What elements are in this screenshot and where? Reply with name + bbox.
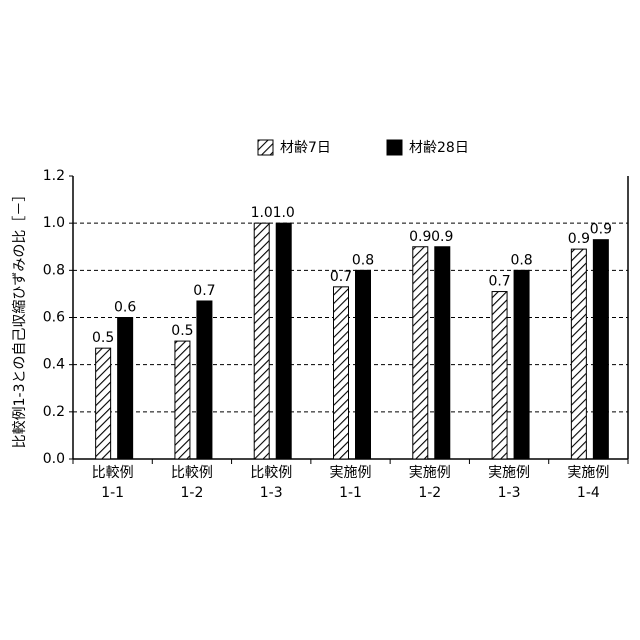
x-tick-label: 比較例 <box>171 465 213 481</box>
bar <box>514 270 529 459</box>
x-tick-label: 1-2 <box>180 485 203 501</box>
y-tick-label: 0.6 <box>43 310 65 326</box>
x-tick-label: 1-1 <box>101 485 124 501</box>
value-label: 0.8 <box>352 252 374 268</box>
x-tick-label: 1-3 <box>260 485 283 501</box>
y-tick-label: 1.2 <box>43 168 65 184</box>
x-tick-label: 比較例 <box>92 465 134 481</box>
legend-swatch <box>258 140 273 155</box>
y-tick-label: 1.0 <box>43 215 65 231</box>
x-tick-label: 実施例 <box>488 465 530 481</box>
x-tick-label: 1-1 <box>339 485 362 501</box>
value-label: 0.9 <box>590 222 612 238</box>
value-label: 0.7 <box>193 283 215 299</box>
bar <box>118 318 133 460</box>
x-tick-label: 実施例 <box>409 465 451 481</box>
y-tick-label: 0.0 <box>43 451 65 467</box>
x-tick-label: 比較例 <box>250 465 292 481</box>
value-label: 0.9 <box>431 229 453 245</box>
chart: 比較例1-3との自己収縮ひずみの比［－］ 0.00.20.40.60.81.01… <box>0 0 640 640</box>
value-label: 0.7 <box>488 274 510 290</box>
bar <box>435 247 450 459</box>
bar <box>197 301 212 459</box>
bar <box>571 249 586 459</box>
value-label: 0.7 <box>330 269 352 285</box>
legend-swatch <box>387 140 402 155</box>
value-label: 0.5 <box>171 323 193 339</box>
bar <box>356 270 371 459</box>
y-tick-label: 0.8 <box>43 262 65 278</box>
x-tick-label: 実施例 <box>567 465 609 481</box>
value-label: 0.9 <box>568 231 590 247</box>
bar <box>492 292 507 459</box>
bar <box>254 223 269 459</box>
bar <box>276 223 291 459</box>
legend-label: 材齢7日 <box>280 140 331 156</box>
bar <box>413 247 428 459</box>
x-tick-label: 実施例 <box>330 465 372 481</box>
value-label: 0.6 <box>114 300 136 316</box>
bar <box>334 287 349 459</box>
value-label: 0.5 <box>92 330 114 346</box>
y-tick-label: 0.2 <box>43 404 65 420</box>
x-tick-label: 1-2 <box>418 485 441 501</box>
value-label: 1.0 <box>251 205 273 221</box>
value-label: 0.8 <box>510 252 532 268</box>
bar <box>96 348 111 459</box>
value-label: 1.0 <box>273 205 295 221</box>
bar <box>175 341 190 459</box>
legend-label: 材齢28日 <box>409 140 469 156</box>
bar <box>593 240 608 459</box>
x-tick-label: 1-3 <box>498 485 521 501</box>
x-tick-label: 1-4 <box>577 485 600 501</box>
value-label: 0.9 <box>409 229 431 245</box>
y-axis-label: 比較例1-3との自己収縮ひずみの比［－］ <box>12 188 28 449</box>
y-tick-label: 0.4 <box>43 357 65 373</box>
